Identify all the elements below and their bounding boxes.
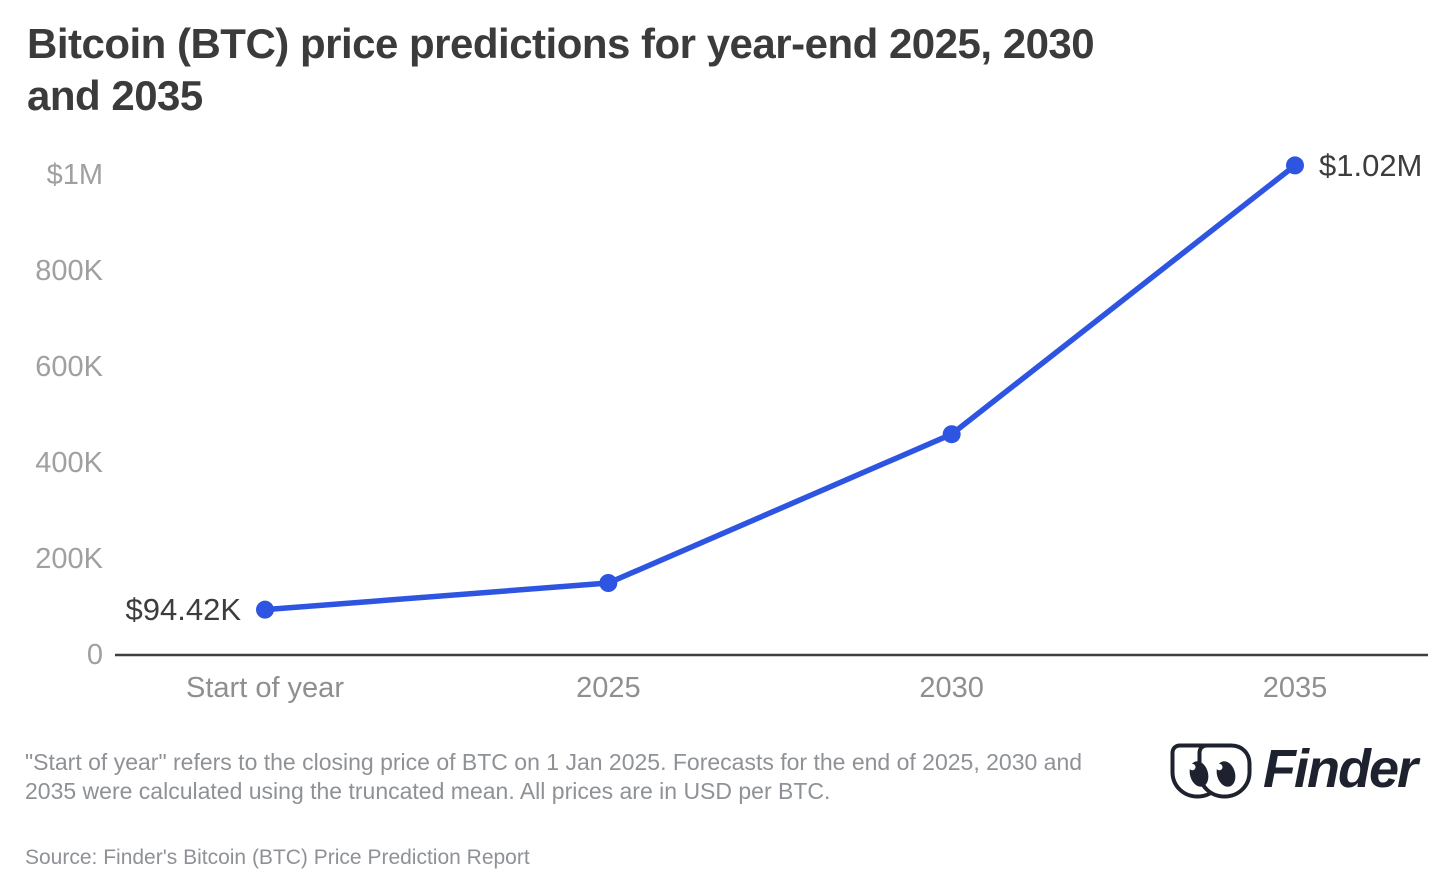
data-point (942, 425, 961, 444)
chart-title: Bitcoin (BTC) price predictions for year… (27, 18, 1387, 122)
chart-title-line1: Bitcoin (BTC) price predictions for year… (27, 20, 1095, 67)
y-axis-tick-label: 800K (35, 255, 103, 287)
x-axis-category-label: 2030 (919, 672, 984, 704)
btc-price-line-chart: 0 200K 400K 600K 800K $1M Start of year 2025 203… (35, 148, 1428, 704)
data-point (1285, 156, 1304, 175)
x-axis-category-label: 2035 (1263, 672, 1328, 704)
line-chart-area: 0 200K 400K 600K 800K $1M Start of year 2025 203… (0, 130, 1440, 705)
finder-owl-eyes-icon (1170, 743, 1252, 799)
y-axis-tick-label: 600K (35, 351, 103, 383)
data-point (599, 574, 618, 592)
y-axis-tick-label: 400K (35, 447, 103, 479)
y-axis-tick-label: 200K (35, 543, 103, 575)
y-axis-tick-label: $1M (47, 159, 103, 191)
data-point-value-label: $94.42K (126, 592, 242, 627)
chart-source: Source: Finder's Bitcoin (BTC) Price Pre… (25, 846, 530, 869)
finder-logo: Finder (1167, 739, 1418, 802)
data-point-value-label: $1.02M (1319, 148, 1422, 183)
price-series-line (262, 162, 1298, 613)
y-axis-tick-label: 0 (87, 639, 103, 671)
x-axis-category-label: 2025 (576, 672, 641, 704)
finder-wordmark: Finder (1262, 739, 1418, 799)
x-axis-category-label: Start of year (186, 672, 344, 704)
chart-footnote: "Start of year" refers to the closing pr… (25, 749, 1083, 804)
chart-title-line2: and 2035 (27, 72, 203, 119)
data-point (256, 600, 274, 619)
